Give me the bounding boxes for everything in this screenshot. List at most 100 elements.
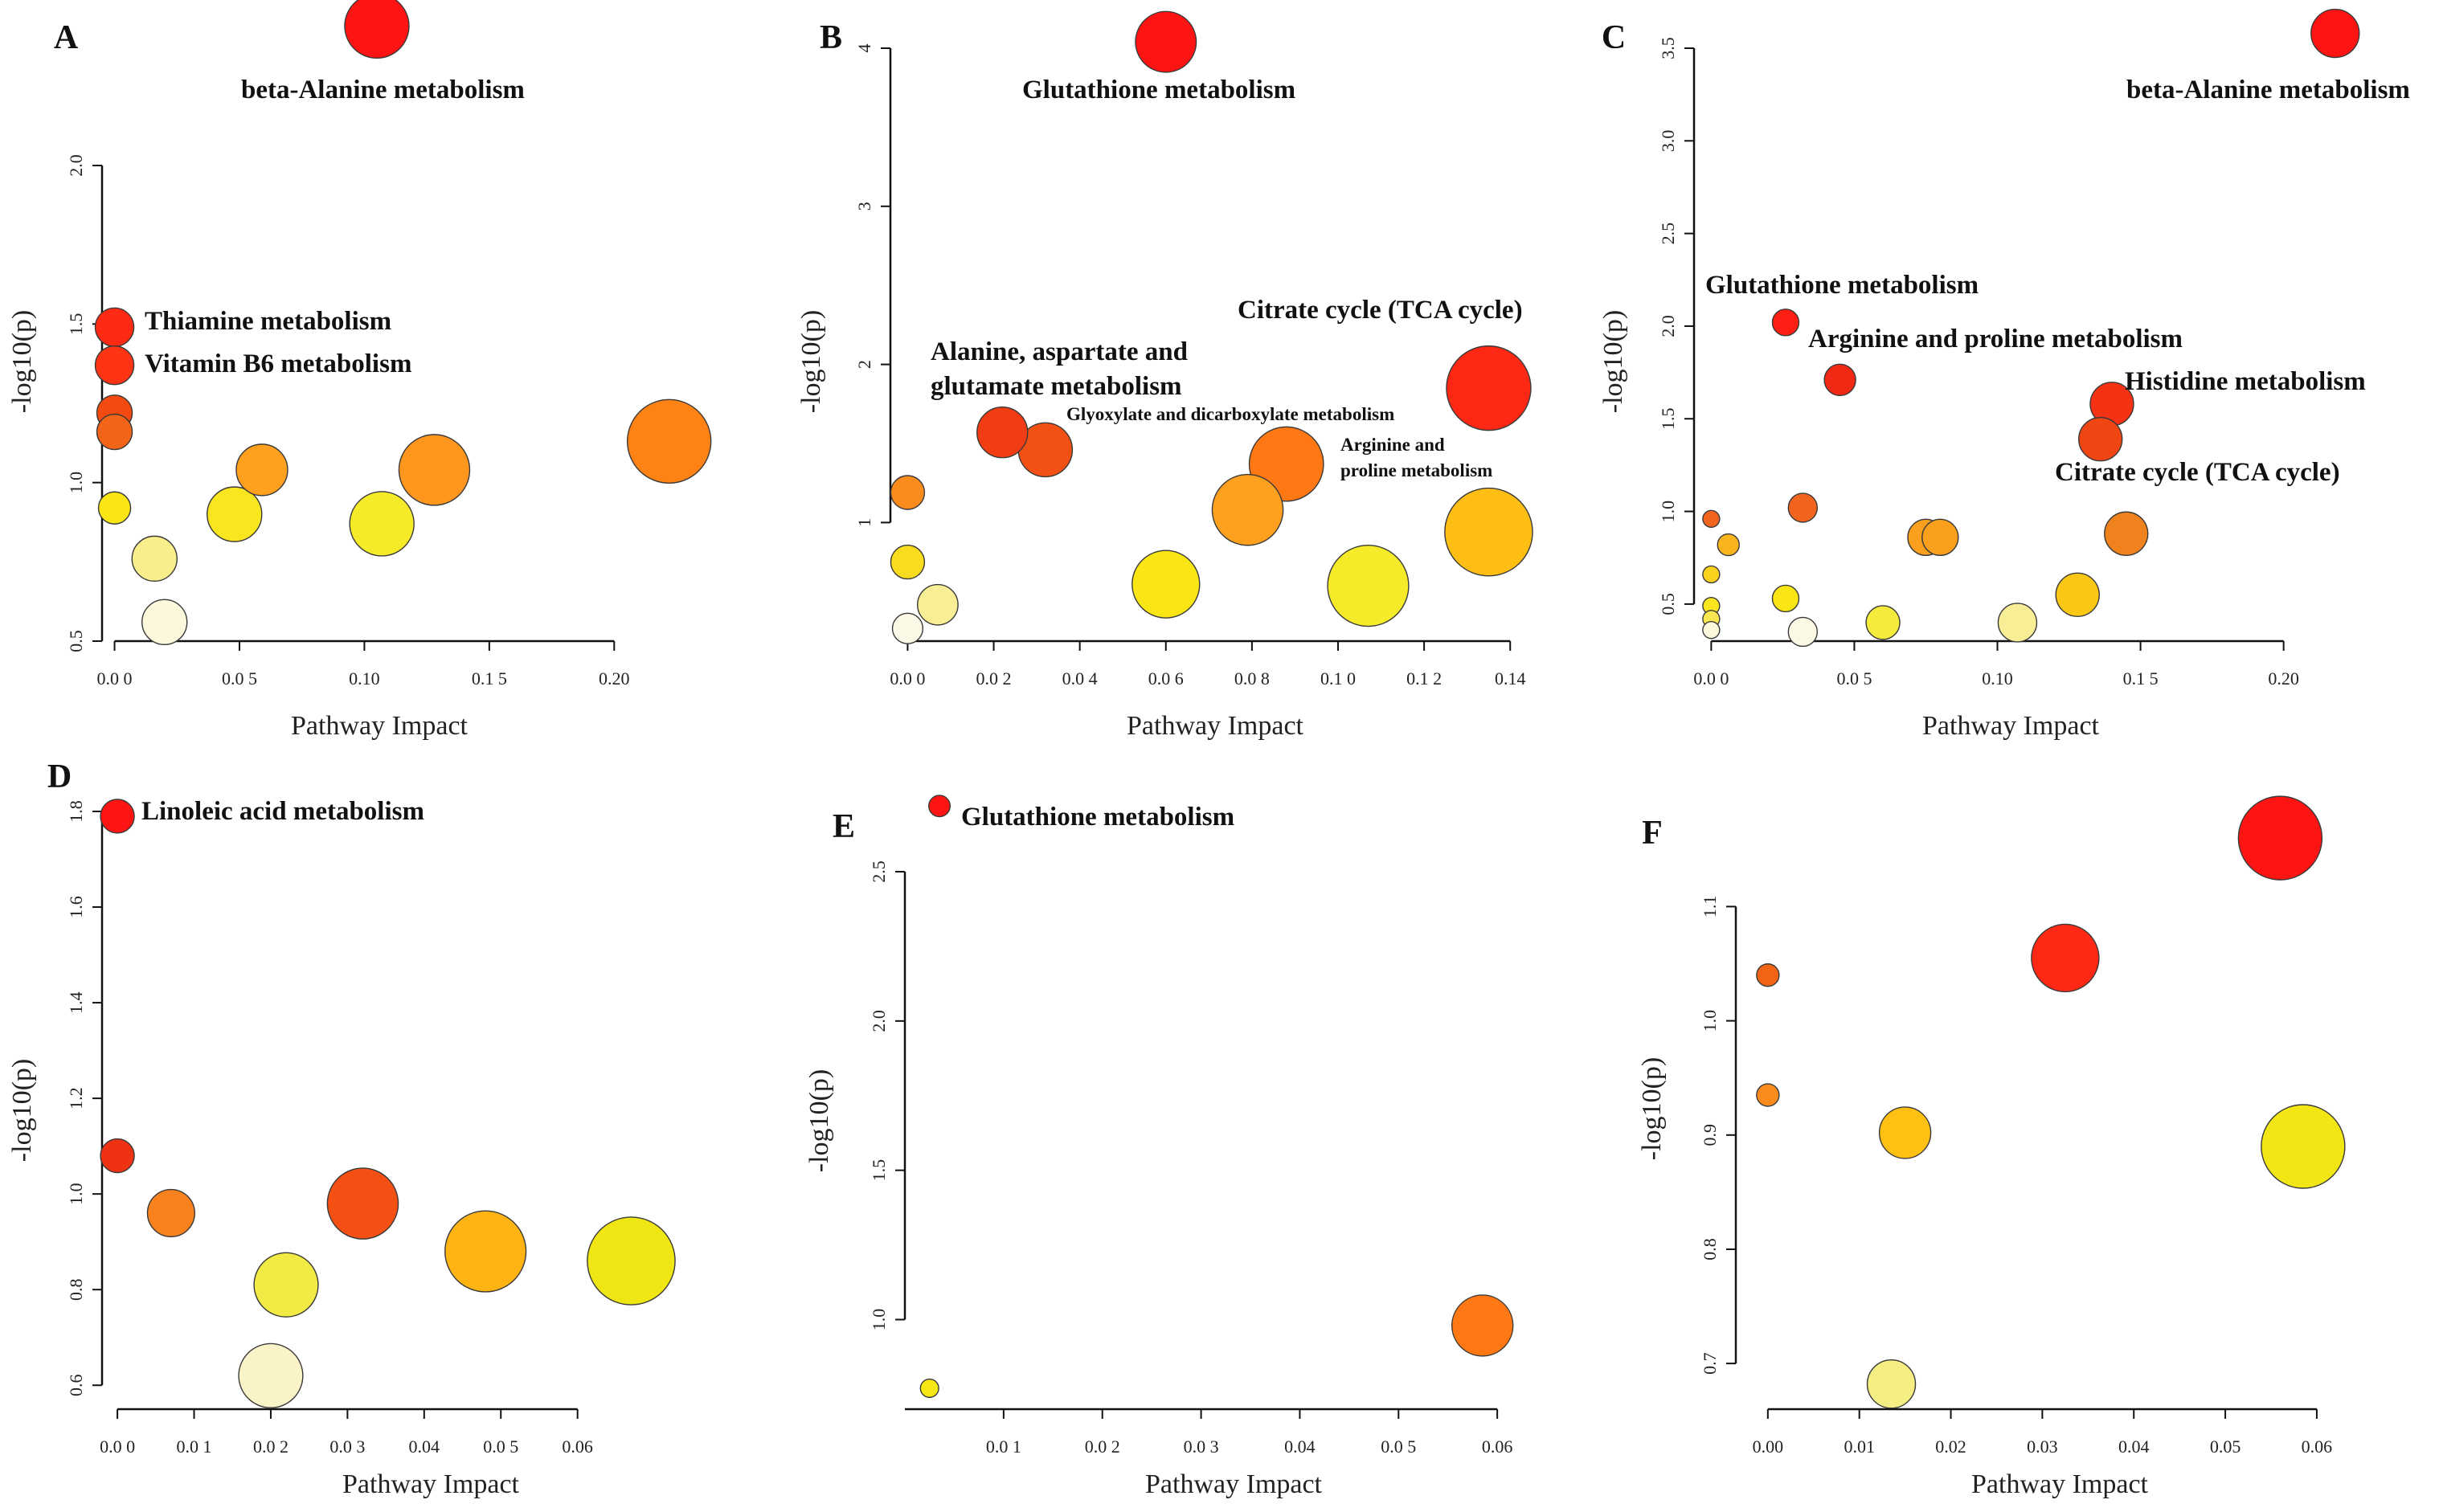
pathway-bubble [2055, 572, 2100, 618]
y-tick-label: 1.0 [66, 472, 86, 494]
x-tick-label: 0.0 2 [976, 668, 1012, 689]
x-tick-label: 0.10 [349, 668, 380, 689]
pathway-bubble [207, 486, 263, 542]
y-tick-label: 1.8 [66, 800, 86, 823]
x-tick-label: 0.0 5 [483, 1436, 518, 1457]
pathway-bubble [1865, 605, 1901, 640]
pathway-bubble [349, 491, 415, 557]
pathway-bubble [141, 599, 188, 646]
pathway-bubble [1787, 492, 1819, 523]
pathway-bubble [1702, 509, 1721, 528]
x-tick-label: 0.05 [2210, 1436, 2241, 1457]
y-tick-label: 3 [854, 202, 874, 210]
panel-letter: E [833, 808, 855, 845]
pathway-bubble [1878, 1106, 1932, 1159]
pathway-annotation: Alanine, aspartate and [931, 337, 1188, 366]
pathway-bubble [890, 475, 926, 510]
x-tick-label: 0.1 5 [472, 668, 507, 689]
y-tick-label: 1.5 [66, 313, 86, 336]
y-tick-label: 1.1 [1700, 896, 1720, 918]
pathway-bubble [927, 795, 951, 818]
y-tick-label: 1.0 [1658, 501, 1678, 523]
pathway-bubble [1702, 565, 1721, 584]
pathway-bubble [2237, 795, 2323, 881]
pathway-bubble [1451, 1294, 1514, 1357]
pathway-bubble [100, 1138, 135, 1174]
pathway-bubble [976, 407, 1029, 459]
pathway-bubble [1211, 473, 1284, 546]
pathway-bubble [235, 443, 289, 497]
x-tick-label: 0.06 [1482, 1436, 1513, 1457]
x-tick-label: 0.0 0 [97, 668, 133, 689]
pathway-bubble [1787, 616, 1819, 648]
y-tick-label: 1.2 [66, 1087, 86, 1109]
pathway-bubble [2078, 416, 2123, 462]
pathway-bubble [587, 1216, 676, 1306]
pathway-bubble [131, 535, 178, 582]
x-tick-label: 0.02 [1935, 1436, 1966, 1457]
pathway-bubble [2261, 1104, 2346, 1189]
pathway-bubble [326, 1167, 399, 1240]
x-tick-label: 0.20 [2268, 668, 2299, 689]
y-tick-label: 1.5 [1658, 408, 1678, 431]
x-tick-label: 0.0 3 [329, 1436, 365, 1457]
pathway-bubble [1771, 309, 1800, 337]
y-axis-title: -log10(p) [804, 1069, 834, 1172]
y-tick-label: 2.0 [869, 1010, 889, 1032]
pathway-bubble [890, 544, 926, 580]
pathway-bubble [626, 398, 712, 484]
pathway-bubble [2310, 8, 2360, 59]
pathway-annotation: Thiamine metabolism [145, 307, 391, 336]
y-tick-label: 1.0 [66, 1183, 86, 1205]
pathway-bubble [97, 491, 132, 525]
x-tick-label: 0.1 2 [1406, 668, 1442, 689]
y-tick-label: 0.5 [1658, 593, 1678, 615]
pathway-annotation: Citrate cycle (TCA cycle) [1238, 296, 1523, 325]
pathway-bubble [919, 1378, 939, 1399]
pathway-bubble [94, 307, 135, 347]
pathway-annotation: Glutathione metabolism [1022, 76, 1295, 104]
pathway-bubble [2031, 923, 2100, 993]
pathway-bubble [2104, 511, 2149, 556]
x-axis-title: Pathway Impact [1145, 1469, 1323, 1499]
y-tick-label: 2 [854, 360, 874, 369]
x-tick-label: 0.0 0 [1693, 668, 1729, 689]
y-tick-label: 1.6 [66, 896, 86, 918]
x-tick-label: 0.04 [2118, 1436, 2150, 1457]
y-axis-title: -log10(p) [7, 1059, 37, 1162]
x-axis-title: Pathway Impact [291, 711, 469, 741]
y-axis-title: -log10(p) [1637, 1057, 1667, 1160]
pathway-bubble [1771, 584, 1800, 613]
y-axis-title: -log10(p) [796, 310, 826, 413]
pathway-bubble [1866, 1359, 1917, 1409]
pathway-bubble [1702, 620, 1721, 640]
y-axis-title: -log10(p) [1598, 310, 1628, 413]
pathway-bubble [253, 1252, 319, 1318]
panel-letter: B [820, 19, 842, 56]
y-tick-label: 1.0 [869, 1309, 889, 1331]
pathway-bubble [444, 1210, 527, 1293]
pathway-annotation: Glutathione metabolism [961, 803, 1234, 832]
x-tick-label: 0.0 1 [986, 1436, 1021, 1457]
x-tick-label: 0.0 0 [890, 668, 925, 689]
x-axis-title: Pathway Impact [1127, 711, 1304, 741]
x-tick-label: 0.0 2 [1085, 1436, 1120, 1457]
pathway-annotation: Citrate cycle (TCA cycle) [2055, 458, 2340, 487]
x-axis-title: Pathway Impact [1922, 711, 2100, 741]
pathway-bubble [398, 434, 471, 506]
pathway-bubble [146, 1188, 195, 1238]
panel-d: D 0.6 0.8 1.0 1.2 1.4 1.6 1.8 0.0 0 0.0 1 0.0 2 0.0… [7, 758, 676, 1499]
y-tick-label: 0.8 [1700, 1238, 1720, 1261]
pathway-bubble [1444, 487, 1533, 577]
x-axis-title: Pathway Impact [1971, 1469, 2149, 1499]
x-tick-label: 0.0 1 [177, 1436, 212, 1457]
x-tick-label: 0.0 2 [253, 1436, 289, 1457]
x-tick-label: 0.20 [599, 668, 630, 689]
y-tick-label: 1.4 [66, 991, 86, 1014]
x-tick-label: 0.0 3 [1184, 1436, 1219, 1457]
pathway-annotation: proline metabolism [1340, 460, 1492, 480]
x-tick-label: 0.00 [1753, 1436, 1784, 1457]
y-tick-label: 0.9 [1700, 1124, 1720, 1146]
x-tick-label: 0.0 0 [100, 1436, 135, 1457]
